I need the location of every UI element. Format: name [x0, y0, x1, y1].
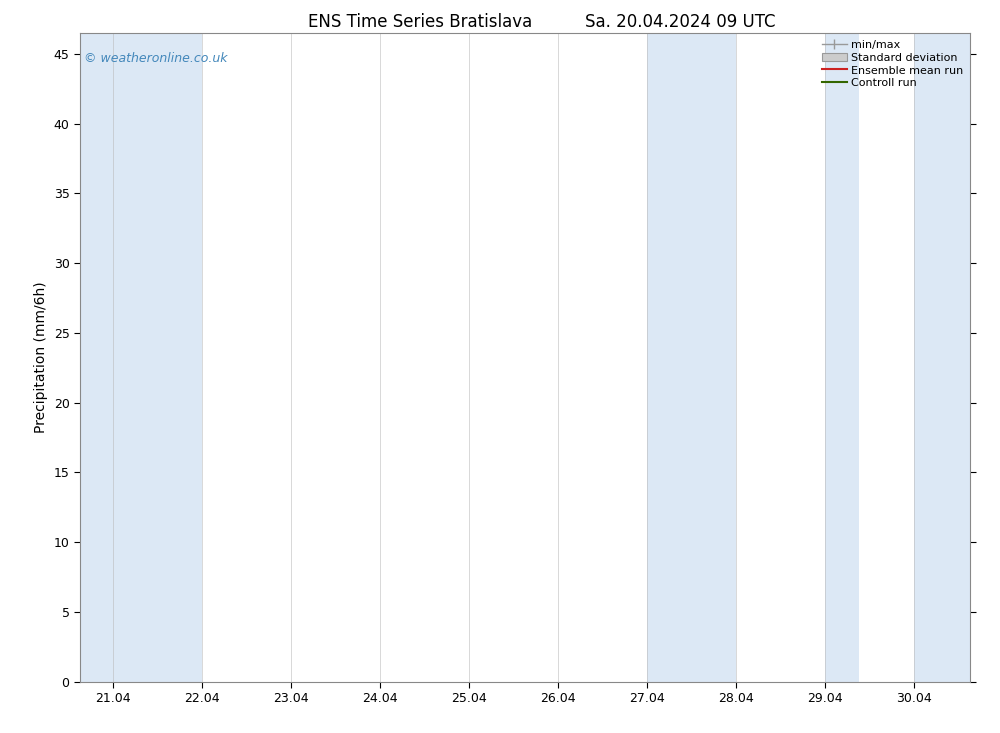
Bar [825, 33, 859, 682]
Bar [647, 33, 736, 682]
Text: Sa. 20.04.2024 09 UTC: Sa. 20.04.2024 09 UTC [585, 13, 775, 32]
Legend: min/max, Standard deviation, Ensemble mean run, Controll run: min/max, Standard deviation, Ensemble me… [818, 35, 968, 93]
Text: © weatheronline.co.uk: © weatheronline.co.uk [84, 53, 228, 65]
Y-axis label: Precipitation (mm/6h): Precipitation (mm/6h) [34, 281, 48, 433]
Bar [914, 33, 970, 682]
Text: ENS Time Series Bratislava: ENS Time Series Bratislava [308, 13, 532, 32]
Bar [80, 33, 202, 682]
